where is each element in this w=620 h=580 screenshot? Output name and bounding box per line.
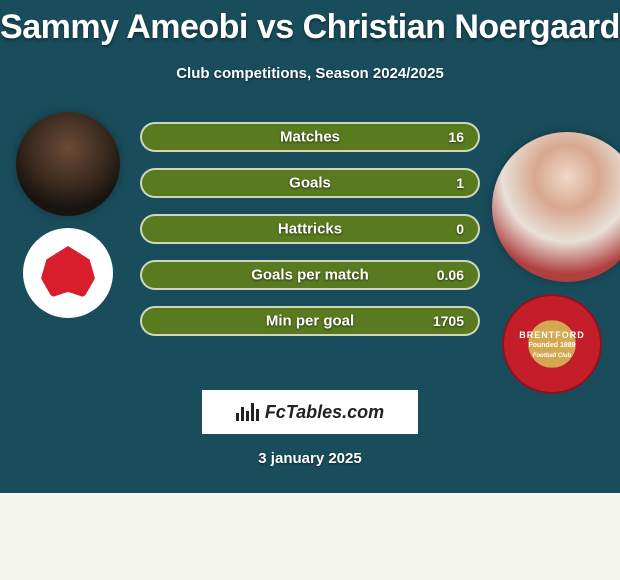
chart-icon (236, 403, 259, 421)
stat-value: 1705 (433, 313, 464, 329)
stat-bar: Goals per match 0.06 (140, 260, 480, 290)
club-right-line1: BRENTFORD (519, 330, 585, 340)
player-left-column (8, 112, 128, 318)
stat-label: Hattricks (278, 221, 342, 238)
player-left-club-badge (23, 228, 113, 318)
page-title: Sammy Ameobi vs Christian Noergaard (0, 0, 620, 47)
player-right-avatar (492, 132, 620, 282)
branding-badge: FcTables.com (202, 390, 418, 434)
stat-label: Matches (280, 129, 340, 146)
stat-bar: Min per goal 1705 (140, 306, 480, 336)
stat-bar: Goals 1 (140, 168, 480, 198)
stat-bar: Matches 16 (140, 122, 480, 152)
date-label: 3 january 2025 (258, 450, 361, 467)
stat-label: Goals per match (251, 267, 369, 284)
stat-label: Goals (289, 175, 331, 192)
stat-value: 0 (456, 221, 464, 237)
stat-value: 16 (448, 129, 464, 145)
stat-value: 0.06 (437, 267, 464, 283)
stat-value: 1 (456, 175, 464, 191)
club-right-line3: Football Club (533, 353, 571, 359)
club-right-line2: Founded 1889 (528, 342, 575, 349)
player-right-club-badge: BRENTFORD Founded 1889 Football Club (502, 294, 602, 394)
stat-label: Min per goal (266, 313, 354, 330)
comparison-panel: Matches 16 Goals 1 Hattricks 0 Goals per match… (0, 112, 620, 372)
branding-text: FcTables.com (265, 402, 384, 423)
subtitle: Club competitions, Season 2024/2025 (0, 65, 620, 82)
player-right-column: BRENTFORD Founded 1889 Football Club (492, 132, 612, 394)
player-left-avatar (16, 112, 120, 216)
stat-bar: Hattricks 0 (140, 214, 480, 244)
stat-bars: Matches 16 Goals 1 Hattricks 0 Goals per match… (140, 122, 480, 352)
